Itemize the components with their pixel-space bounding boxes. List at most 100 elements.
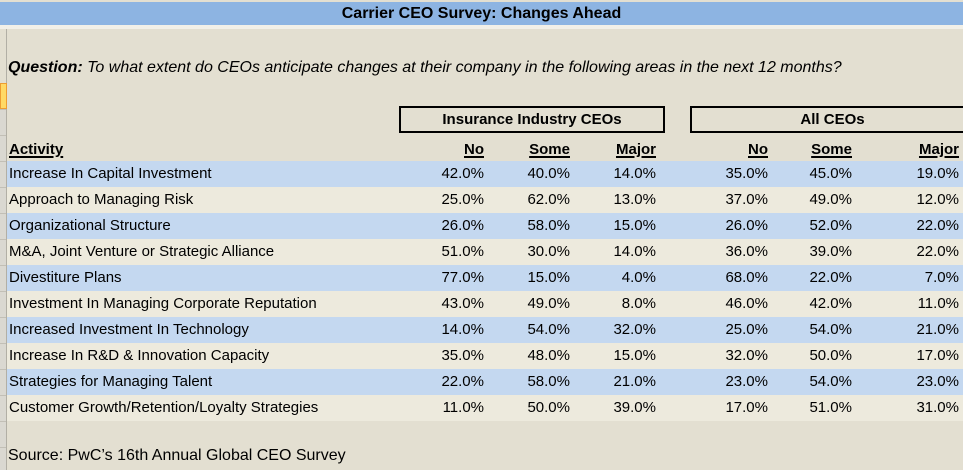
highlighted-cell[interactable] <box>0 83 7 109</box>
source-text[interactable]: Source: PwC’s 16th Annual Global CEO Sur… <box>8 447 346 464</box>
title-bar[interactable]: Carrier CEO Survey: Changes Ahead <box>0 2 963 25</box>
all-major-cell[interactable]: 17.0% <box>916 347 959 364</box>
ins-some-cell[interactable]: 54.0% <box>527 321 570 338</box>
all-no-cell[interactable]: 23.0% <box>725 373 768 390</box>
table-row[interactable]: Increase In R&D & Innovation Capacity 35… <box>7 343 963 369</box>
all-some-cell[interactable]: 51.0% <box>809 399 852 416</box>
question-row[interactable]: Question: To what extent do CEOs anticip… <box>8 56 960 80</box>
column-header-activity[interactable]: Activity <box>9 141 64 158</box>
ins-some-cell[interactable]: 50.0% <box>527 399 570 416</box>
group-header-insurance-label: Insurance Industry CEOs <box>442 111 622 128</box>
table-row[interactable]: M&A, Joint Venture or Strategic Alliance… <box>7 239 963 265</box>
ins-major-cell[interactable]: 15.0% <box>613 217 656 234</box>
all-some-cell[interactable]: 49.0% <box>809 191 852 208</box>
all-some-cell[interactable]: 42.0% <box>809 295 852 312</box>
table-row[interactable]: Divestiture Plans 77.0% 15.0% 4.0% 68.0%… <box>7 265 963 291</box>
table-row[interactable]: Investment In Managing Corporate Reputat… <box>7 291 963 317</box>
all-some-cell[interactable]: 50.0% <box>809 347 852 364</box>
all-major-cell[interactable]: 22.0% <box>916 217 959 234</box>
ins-no-cell[interactable]: 26.0% <box>441 217 484 234</box>
ins-major-cell[interactable]: 4.0% <box>621 269 656 286</box>
ins-some-cell[interactable]: 49.0% <box>527 295 570 312</box>
ins-major-cell[interactable]: 21.0% <box>613 373 656 390</box>
table-row[interactable]: Increase In Capital Investment 42.0% 40.… <box>7 161 963 187</box>
table-row[interactable]: Customer Growth/Retention/Loyalty Strate… <box>7 395 963 421</box>
all-major-cell[interactable]: 11.0% <box>917 295 959 312</box>
activity-cell[interactable]: Organizational Structure <box>9 217 171 234</box>
all-major-cell[interactable]: 12.0% <box>916 191 959 208</box>
group-header-all-ceos-label: All CEOs <box>800 111 865 128</box>
ins-major-cell[interactable]: 8.0% <box>621 295 656 312</box>
all-some-cell[interactable]: 52.0% <box>809 217 852 234</box>
gridline-vertical <box>6 29 7 470</box>
gap-cell <box>660 343 684 369</box>
ins-major-cell[interactable]: 15.0% <box>613 347 656 364</box>
column-header-ins-no[interactable]: No <box>464 141 484 158</box>
ins-no-cell[interactable]: 77.0% <box>441 269 484 286</box>
column-header-all-no[interactable]: No <box>748 141 768 158</box>
activity-cell[interactable]: Investment In Managing Corporate Reputat… <box>9 295 317 312</box>
all-some-cell[interactable]: 54.0% <box>809 321 852 338</box>
all-some-cell[interactable]: 54.0% <box>809 373 852 390</box>
column-header-ins-some[interactable]: Some <box>529 141 570 158</box>
activity-cell[interactable]: Increased Investment In Technology <box>9 321 249 338</box>
table-header-row: Activity No Some Major No Some Major <box>7 133 963 161</box>
all-some-cell[interactable]: 45.0% <box>809 165 852 182</box>
column-header-all-major[interactable]: Major <box>918 141 959 158</box>
column-header-ins-major[interactable]: Major <box>615 141 656 158</box>
all-major-cell[interactable]: 23.0% <box>916 373 959 390</box>
ins-major-cell[interactable]: 13.0% <box>613 191 656 208</box>
activity-cell[interactable]: M&A, Joint Venture or Strategic Alliance <box>9 243 275 260</box>
column-header-all-some[interactable]: Some <box>811 141 852 158</box>
ins-major-cell[interactable]: 39.0% <box>613 399 656 416</box>
all-some-cell[interactable]: 39.0% <box>809 243 852 260</box>
all-no-cell[interactable]: 37.0% <box>725 191 768 208</box>
ins-no-cell[interactable]: 14.0% <box>441 321 484 338</box>
all-no-cell[interactable]: 36.0% <box>725 243 768 260</box>
all-no-cell[interactable]: 35.0% <box>725 165 768 182</box>
ins-some-cell[interactable]: 62.0% <box>527 191 570 208</box>
question-text: To what extent do CEOs anticipate change… <box>87 59 842 76</box>
all-no-cell[interactable]: 17.0% <box>725 399 768 416</box>
all-no-cell[interactable]: 32.0% <box>725 347 768 364</box>
activity-cell[interactable]: Approach to Managing Risk <box>9 191 194 208</box>
ins-no-cell[interactable]: 51.0% <box>441 243 484 260</box>
ins-major-cell[interactable]: 14.0% <box>613 243 656 260</box>
ins-some-cell[interactable]: 58.0% <box>527 217 570 234</box>
ins-no-cell[interactable]: 11.0% <box>442 399 484 416</box>
table-row[interactable]: Organizational Structure 26.0% 58.0% 15.… <box>7 213 963 239</box>
group-header-all-ceos[interactable]: All CEOs <box>690 106 963 133</box>
ins-some-cell[interactable]: 30.0% <box>527 243 570 260</box>
all-no-cell[interactable]: 25.0% <box>725 321 768 338</box>
all-some-cell[interactable]: 22.0% <box>809 269 852 286</box>
ins-no-cell[interactable]: 25.0% <box>441 191 484 208</box>
group-header-insurance[interactable]: Insurance Industry CEOs <box>399 106 665 133</box>
activity-cell[interactable]: Increase In R&D & Innovation Capacity <box>9 347 270 364</box>
all-no-cell[interactable]: 46.0% <box>725 295 768 312</box>
ins-major-cell[interactable]: 32.0% <box>613 321 656 338</box>
all-major-cell[interactable]: 21.0% <box>916 321 959 338</box>
all-major-cell[interactable]: 19.0% <box>916 165 959 182</box>
all-major-cell[interactable]: 7.0% <box>924 269 959 286</box>
ins-some-cell[interactable]: 58.0% <box>527 373 570 390</box>
table-row[interactable]: Increased Investment In Technology 14.0%… <box>7 317 963 343</box>
gap-cell <box>660 395 684 421</box>
ins-some-cell[interactable]: 48.0% <box>527 347 570 364</box>
activity-cell[interactable]: Increase In Capital Investment <box>9 165 212 182</box>
all-major-cell[interactable]: 31.0% <box>916 399 959 416</box>
ins-some-cell[interactable]: 40.0% <box>527 165 570 182</box>
activity-cell[interactable]: Divestiture Plans <box>9 269 122 286</box>
ins-major-cell[interactable]: 14.0% <box>613 165 656 182</box>
ins-no-cell[interactable]: 42.0% <box>441 165 484 182</box>
activity-cell[interactable]: Strategies for Managing Talent <box>9 373 213 390</box>
all-no-cell[interactable]: 26.0% <box>725 217 768 234</box>
ins-some-cell[interactable]: 15.0% <box>527 269 570 286</box>
ins-no-cell[interactable]: 35.0% <box>441 347 484 364</box>
table-row[interactable]: Approach to Managing Risk 25.0% 62.0% 13… <box>7 187 963 213</box>
all-no-cell[interactable]: 68.0% <box>725 269 768 286</box>
activity-cell[interactable]: Customer Growth/Retention/Loyalty Strate… <box>9 399 319 416</box>
ins-no-cell[interactable]: 43.0% <box>441 295 484 312</box>
table-row[interactable]: Strategies for Managing Talent 22.0% 58.… <box>7 369 963 395</box>
ins-no-cell[interactable]: 22.0% <box>441 373 484 390</box>
all-major-cell[interactable]: 22.0% <box>916 243 959 260</box>
